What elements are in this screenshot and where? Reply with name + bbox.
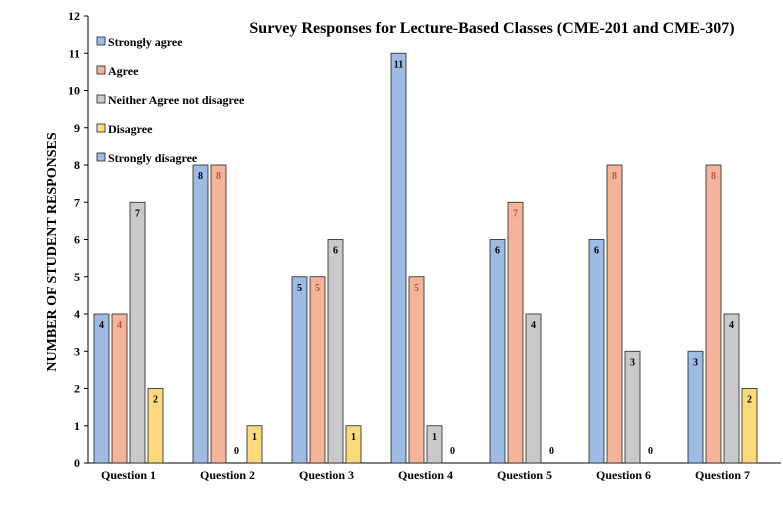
bar — [687, 350, 704, 464]
legend-swatch — [96, 123, 106, 133]
bar — [525, 313, 542, 464]
bar — [210, 164, 227, 464]
y-tick-label: 3 — [74, 344, 80, 358]
legend-entry: Agree — [108, 64, 139, 78]
legend-entry: Neither Agree not disagree — [108, 93, 245, 107]
bar-value-label: 4 — [729, 320, 734, 331]
bar-value-label: 4 — [117, 320, 122, 331]
bar — [345, 425, 362, 464]
x-tick-label: Question 1 — [101, 468, 156, 482]
x-tick-label: Question 2 — [200, 468, 255, 482]
bar-value-label: 2 — [747, 395, 752, 406]
bar-value-label: 4 — [531, 320, 536, 331]
y-tick-label: 9 — [74, 121, 80, 135]
bar-value-label: 8 — [612, 171, 617, 182]
x-tick-label: Question 4 — [398, 468, 453, 482]
bar-value-label: 6 — [594, 246, 599, 257]
bar-value-label: 11 — [394, 59, 403, 70]
bar — [192, 164, 209, 464]
y-tick-label: 1 — [74, 419, 80, 433]
bar — [723, 313, 740, 464]
legend-entry: Disagree — [108, 122, 153, 136]
y-tick-label: 6 — [74, 233, 80, 247]
x-tick-label: Question 6 — [596, 468, 651, 482]
bar — [390, 52, 407, 464]
bar-value-label: 5 — [414, 283, 419, 294]
legend-swatch — [96, 65, 106, 75]
bar-value-label: 0 — [549, 446, 554, 457]
bar — [111, 313, 128, 464]
y-tick-label: 12 — [68, 9, 80, 23]
legend-swatch — [96, 36, 106, 46]
bar-value-label: 7 — [513, 208, 518, 219]
y-tick-label: 4 — [74, 307, 80, 321]
y-tick-label: 11 — [69, 46, 80, 60]
bar-value-label: 3 — [630, 357, 635, 368]
x-tick-label: Question 5 — [497, 468, 552, 482]
bar-value-label: 0 — [234, 446, 239, 457]
bar-value-label: 6 — [495, 246, 500, 257]
bar — [705, 164, 722, 464]
bar-value-label: 0 — [450, 446, 455, 457]
bar — [588, 239, 605, 464]
y-axis-label: NUMBER OF STUDENT RESPONSES — [45, 132, 60, 371]
bar — [129, 201, 146, 464]
y-tick-label: 10 — [68, 84, 80, 98]
bar-value-label: 5 — [315, 283, 320, 294]
bar-value-label: 5 — [297, 283, 302, 294]
bar — [408, 276, 425, 464]
bar — [327, 239, 344, 464]
y-tick-label: 8 — [74, 158, 80, 172]
y-tick-label: 0 — [74, 456, 80, 470]
legend-swatch — [96, 152, 106, 162]
legend-swatch — [96, 94, 106, 104]
legend-entry: Strongly agree — [108, 35, 183, 49]
bar-value-label: 1 — [252, 432, 257, 443]
legend-entry: Strongly disagree — [108, 151, 198, 165]
bar-value-label: 0 — [648, 446, 653, 457]
bar-value-label: 8 — [198, 171, 203, 182]
bar — [93, 313, 110, 464]
bar-value-label: 7 — [135, 208, 140, 219]
bar — [309, 276, 326, 464]
bar — [426, 425, 443, 464]
bar — [489, 239, 506, 464]
bar-value-label: 4 — [99, 320, 104, 331]
bar-value-label: 8 — [216, 171, 221, 182]
bar — [147, 388, 164, 464]
x-tick-label: Question 7 — [695, 468, 750, 482]
y-tick-label: 2 — [74, 382, 80, 396]
bar-value-label: 1 — [351, 432, 356, 443]
bar — [246, 425, 263, 464]
chart-title: Survey Responses for Lecture-Based Class… — [249, 20, 734, 37]
bar-value-label: 1 — [432, 432, 437, 443]
bar-value-label: 3 — [693, 357, 698, 368]
y-tick-label: 7 — [74, 195, 80, 209]
x-tick-label: Question 3 — [299, 468, 354, 482]
bar — [624, 350, 641, 464]
bar-value-label: 8 — [711, 171, 716, 182]
y-tick-label: 5 — [74, 270, 80, 284]
bar-value-label: 6 — [333, 246, 338, 257]
bar — [606, 164, 623, 464]
bar-value-label: 2 — [153, 395, 158, 406]
legend: Strongly agree Agree Neither Agree not dis… — [96, 35, 245, 165]
bar — [507, 201, 524, 464]
bar — [741, 388, 758, 464]
bar — [291, 276, 308, 464]
